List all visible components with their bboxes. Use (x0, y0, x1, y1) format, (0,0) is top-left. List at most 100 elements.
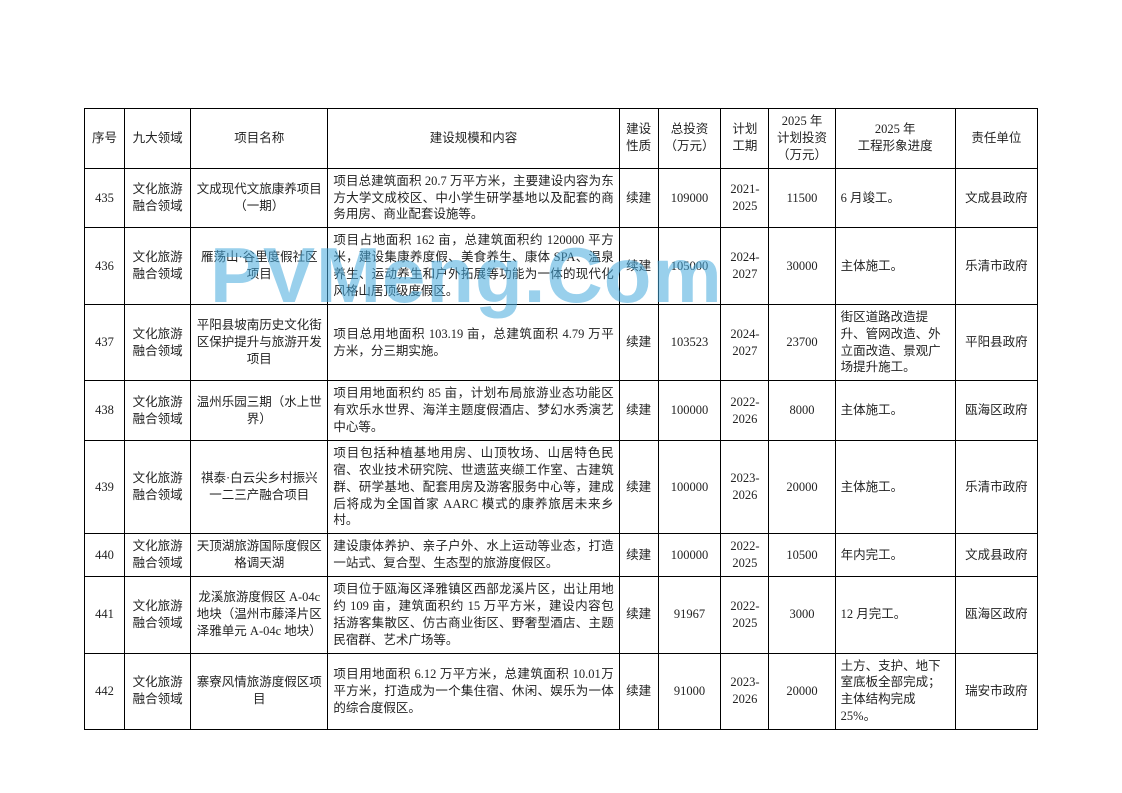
cell-invest_total: 100000 (658, 534, 721, 577)
cell-unit: 瓯海区政府 (955, 577, 1037, 654)
cell-seq: 440 (85, 534, 125, 577)
column-header-period: 计划工期 (721, 109, 769, 169)
cell-progress: 主体施工。 (835, 228, 955, 305)
cell-invest_total: 109000 (658, 168, 721, 228)
cell-name: 龙溪旅游度假区 A-04c地块（温州市藤泽片区泽雅单元 A-04c 地块） (191, 577, 328, 654)
cell-progress: 主体施工。 (835, 381, 955, 441)
cell-nature: 续建 (619, 440, 658, 533)
cell-unit: 乐清市政府 (955, 228, 1037, 305)
cell-invest_total: 91000 (658, 653, 721, 730)
cell-name: 文成现代文旅康养项目（一期） (191, 168, 328, 228)
cell-name: 寨寮风情旅游度假区项目 (191, 653, 328, 730)
cell-invest_total: 103523 (658, 304, 721, 381)
cell-invest_2025: 8000 (769, 381, 835, 441)
table-header-row: 序号九大领域项目名称建设规模和内容建设性质总投资（万元）计划工期2025 年计划… (85, 109, 1038, 169)
cell-progress: 土方、支护、地下室底板全部完成；主体结构完成 25%。 (835, 653, 955, 730)
cell-period: 2021-2025 (721, 168, 769, 228)
cell-period: 2022-2025 (721, 577, 769, 654)
cell-name: 雁荡山·谷里度假社区项目 (191, 228, 328, 305)
column-header-unit: 责任单位 (955, 109, 1037, 169)
cell-invest_2025: 23700 (769, 304, 835, 381)
cell-unit: 瓯海区政府 (955, 381, 1037, 441)
column-header-content: 建设规模和内容 (328, 109, 619, 169)
cell-invest_total: 100000 (658, 381, 721, 441)
cell-content: 建设康体养护、亲子户外、水上运动等业态，打造一站式、复合型、生态型的旅游度假区。 (328, 534, 619, 577)
cell-domain: 文化旅游融合领域 (124, 577, 190, 654)
cell-invest_2025: 20000 (769, 440, 835, 533)
cell-domain: 文化旅游融合领域 (124, 304, 190, 381)
cell-invest_2025: 3000 (769, 577, 835, 654)
cell-name: 祺泰·白云尖乡村振兴一二三产融合项目 (191, 440, 328, 533)
cell-progress: 主体施工。 (835, 440, 955, 533)
column-header-invest_total: 总投资（万元） (658, 109, 721, 169)
cell-seq: 436 (85, 228, 125, 305)
cell-nature: 续建 (619, 304, 658, 381)
cell-content: 项目包括种植基地用房、山顶牧场、山居特色民宿、农业技术研究院、世遗蓝夹缬工作室、… (328, 440, 619, 533)
cell-content: 项目总建筑面积 20.7 万平方米，主要建设内容为东方大学文成校区、中小学生研学… (328, 168, 619, 228)
cell-domain: 文化旅游融合领域 (124, 228, 190, 305)
column-header-name: 项目名称 (191, 109, 328, 169)
cell-seq: 442 (85, 653, 125, 730)
table-row: 437文化旅游融合领域平阳县坡南历史文化街区保护提升与旅游开发项目项目总用地面积… (85, 304, 1038, 381)
cell-progress: 年内完工。 (835, 534, 955, 577)
cell-domain: 文化旅游融合领域 (124, 440, 190, 533)
cell-domain: 文化旅游融合领域 (124, 381, 190, 441)
cell-progress: 6 月竣工。 (835, 168, 955, 228)
cell-name: 温州乐园三期（水上世界） (191, 381, 328, 441)
cell-period: 2024-2027 (721, 304, 769, 381)
cell-content: 项目位于瓯海区泽雅镇区西部龙溪片区，出让用地约 109 亩，建筑面积约 15 万… (328, 577, 619, 654)
cell-content: 项目用地面积 6.12 万平方米，总建筑面积 10.01万平方米，打造成为一个集… (328, 653, 619, 730)
column-header-domain: 九大领域 (124, 109, 190, 169)
cell-progress: 街区道路改造提升、管网改造、外立面改造、景观广场提升施工。 (835, 304, 955, 381)
column-header-seq: 序号 (85, 109, 125, 169)
table-row: 436文化旅游融合领域雁荡山·谷里度假社区项目项目占地面积 162 亩，总建筑面… (85, 228, 1038, 305)
cell-nature: 续建 (619, 381, 658, 441)
cell-nature: 续建 (619, 228, 658, 305)
cell-content: 项目用地面积约 85 亩，计划布局旅游业态功能区有欢乐水世界、海洋主题度假酒店、… (328, 381, 619, 441)
cell-nature: 续建 (619, 653, 658, 730)
cell-unit: 文成县政府 (955, 534, 1037, 577)
column-header-progress: 2025 年工程形象进度 (835, 109, 955, 169)
cell-invest_2025: 30000 (769, 228, 835, 305)
cell-seq: 437 (85, 304, 125, 381)
table-row: 440文化旅游融合领域天顶湖旅游国际度假区格调天湖建设康体养护、亲子户外、水上运… (85, 534, 1038, 577)
cell-period: 2023-2026 (721, 653, 769, 730)
cell-progress: 12 月完工。 (835, 577, 955, 654)
cell-invest_total: 100000 (658, 440, 721, 533)
cell-name: 平阳县坡南历史文化街区保护提升与旅游开发项目 (191, 304, 328, 381)
cell-domain: 文化旅游融合领域 (124, 653, 190, 730)
cell-domain: 文化旅游融合领域 (124, 534, 190, 577)
cell-invest_total: 105000 (658, 228, 721, 305)
cell-nature: 续建 (619, 577, 658, 654)
cell-seq: 438 (85, 381, 125, 441)
cell-invest_2025: 10500 (769, 534, 835, 577)
cell-unit: 平阳县政府 (955, 304, 1037, 381)
cell-content: 项目总用地面积 103.19 亩，总建筑面积 4.79 万平方米，分三期实施。 (328, 304, 619, 381)
table-row: 435文化旅游融合领域文成现代文旅康养项目（一期）项目总建筑面积 20.7 万平… (85, 168, 1038, 228)
cell-seq: 435 (85, 168, 125, 228)
table-row: 438文化旅游融合领域温州乐园三期（水上世界）项目用地面积约 85 亩，计划布局… (85, 381, 1038, 441)
cell-nature: 续建 (619, 534, 658, 577)
cell-name: 天顶湖旅游国际度假区格调天湖 (191, 534, 328, 577)
table-row: 441文化旅游融合领域龙溪旅游度假区 A-04c地块（温州市藤泽片区泽雅单元 A… (85, 577, 1038, 654)
cell-nature: 续建 (619, 168, 658, 228)
cell-period: 2022-2026 (721, 381, 769, 441)
cell-period: 2022-2025 (721, 534, 769, 577)
cell-unit: 文成县政府 (955, 168, 1037, 228)
cell-content: 项目占地面积 162 亩，总建筑面积约 120000 平方米，建设集康养度假、美… (328, 228, 619, 305)
cell-invest_2025: 20000 (769, 653, 835, 730)
cell-domain: 文化旅游融合领域 (124, 168, 190, 228)
cell-invest_total: 91967 (658, 577, 721, 654)
cell-period: 2023-2026 (721, 440, 769, 533)
column-header-nature: 建设性质 (619, 109, 658, 169)
cell-seq: 441 (85, 577, 125, 654)
project-table: 序号九大领域项目名称建设规模和内容建设性质总投资（万元）计划工期2025 年计划… (84, 108, 1038, 730)
table-row: 442文化旅游融合领域寨寮风情旅游度假区项目项目用地面积 6.12 万平方米，总… (85, 653, 1038, 730)
column-header-invest_2025: 2025 年计划投资（万元） (769, 109, 835, 169)
cell-unit: 瑞安市政府 (955, 653, 1037, 730)
table-row: 439文化旅游融合领域祺泰·白云尖乡村振兴一二三产融合项目项目包括种植基地用房、… (85, 440, 1038, 533)
cell-unit: 乐清市政府 (955, 440, 1037, 533)
cell-period: 2024-2027 (721, 228, 769, 305)
cell-seq: 439 (85, 440, 125, 533)
cell-invest_2025: 11500 (769, 168, 835, 228)
